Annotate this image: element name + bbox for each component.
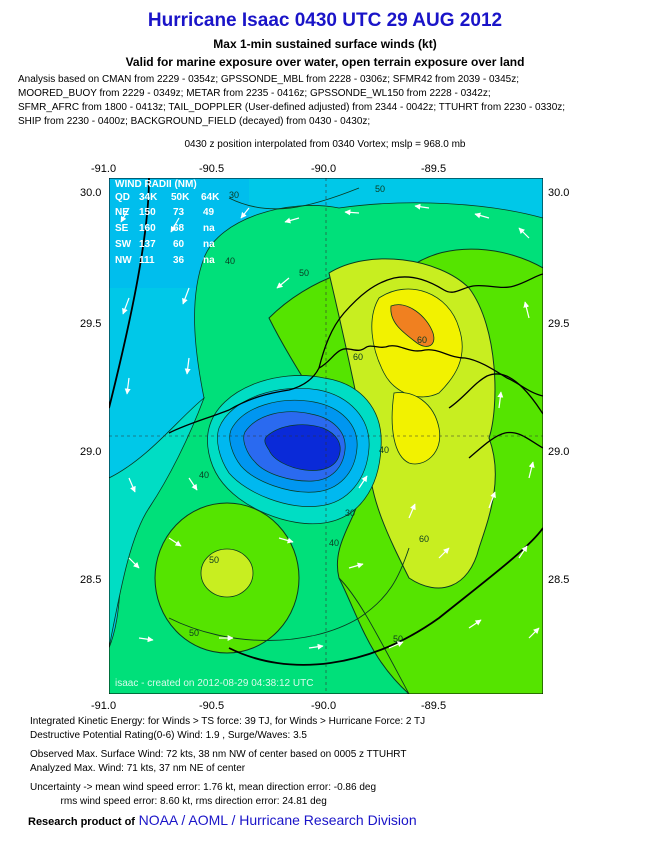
page-title: Hurricane Isaac 0430 UTC 29 AUG 2012 — [147, 10, 503, 31]
lat-tick-label: 29.0 — [80, 446, 102, 458]
coastline — [168, 345, 543, 434]
contour-label: 60 — [353, 352, 363, 362]
subtitle-max-winds: Max 1-min sustained surface winds (kt) — [213, 37, 437, 51]
wind-radii-cell: SW — [115, 239, 132, 250]
wind-band-60-sw — [200, 548, 254, 598]
lon-tick-label: -90.5 — [199, 700, 225, 712]
wind-radii-cell: 73 — [173, 207, 185, 218]
uncertainty-rms: rms wind speed error: 8.60 kt, rms direc… — [30, 796, 327, 807]
lat-tick-label: 28.5 — [80, 574, 102, 586]
wind-radii-cell: na — [203, 239, 215, 250]
analysis-line: Analysis based on CMAN from 2229 - 0354z… — [18, 74, 519, 85]
wind-radii-cell: 137 — [139, 239, 156, 250]
wind-radii-cell: 49 — [203, 207, 215, 218]
coastline — [318, 273, 543, 369]
coastline — [448, 373, 543, 415]
wind-radii-table: WIND RADII (NM) QD 34K 50K 64K NE 150 73… — [115, 179, 220, 266]
wind-radii-cell: na — [203, 223, 215, 234]
wind-band-65-south — [391, 392, 441, 465]
lat-tick-label: 29.5 — [548, 318, 570, 330]
wind-radii-cell: 36 — [173, 255, 185, 266]
wind-radii-cell: 160 — [139, 223, 156, 234]
analysis-line: SFMR_AFRC from 1800 - 0413z; TAIL_DOPPLE… — [18, 102, 566, 113]
contour-label: 50 — [209, 555, 219, 565]
lat-tick-label: 29.0 — [548, 446, 570, 458]
analyzed-max-wind: Analyzed Max. Wind: 71 kts, 37 nm NE of … — [30, 763, 246, 774]
wind-radii-cell: NW — [115, 255, 132, 266]
lon-tick-label: -90.0 — [311, 700, 337, 712]
footer-label: Research product of — [28, 816, 135, 828]
lat-tick-label: 30.0 — [548, 187, 570, 199]
footer: Research product of NOAA / AOML / Hurric… — [28, 812, 417, 828]
wind-radii-cell: na — [203, 255, 215, 266]
wind-radii-cell: 68 — [173, 223, 185, 234]
contour-label: 40 — [379, 445, 389, 455]
contour-line — [228, 187, 360, 210]
uncertainty-mean: Uncertainty -> mean wind speed error: 1.… — [30, 782, 377, 793]
wind-radii-cell: 111 — [139, 255, 155, 266]
contour-line — [168, 547, 410, 641]
lon-tick-label: -91.0 — [91, 163, 117, 175]
storm-track-line — [228, 527, 543, 666]
lat-tick-label: 29.5 — [80, 318, 102, 330]
contour-label: 40 — [199, 470, 209, 480]
observed-max-wind: Observed Max. Surface Wind: 72 kts, 38 n… — [30, 749, 407, 760]
hrd-link[interactable]: NOAA / AOML / Hurricane Research Divisio… — [138, 812, 417, 828]
ike-stat: Integrated Kinetic Energy: for Winds > T… — [30, 716, 426, 727]
lat-lon-grid — [109, 178, 543, 694]
wind-radii-col: QD — [115, 192, 130, 203]
wind-band-30 — [109, 396, 205, 649]
contour-label: 30 — [229, 190, 239, 200]
contour-label: 50 — [393, 634, 403, 644]
contour-label: 50 — [375, 184, 385, 194]
lon-tick-label: -90.5 — [199, 163, 225, 175]
contour-label: 40 — [329, 538, 339, 548]
contour-label: 40 — [225, 256, 235, 266]
contour-label: 60 — [419, 534, 429, 544]
storm-track-line — [109, 178, 150, 409]
lat-tick-label: 30.0 — [80, 187, 102, 199]
lon-tick-label: -89.5 — [421, 700, 447, 712]
contour-label: 60 — [417, 335, 427, 345]
wind-radii-col: 34K — [139, 192, 158, 203]
coastline — [468, 431, 543, 459]
wind-field-map: 30 30 40 40 40 40 50 50 50 50 60 60 60 5… — [109, 178, 543, 694]
lon-tick-label: -89.5 — [421, 163, 447, 175]
destructive-potential: Destructive Potential Rating(0-6) Wind: … — [30, 730, 307, 741]
contour-line — [338, 577, 410, 694]
subtitle-exposure: Valid for marine exposure over water, op… — [125, 55, 525, 69]
wind-radii-col: 64K — [201, 192, 220, 203]
wind-radii-cell: 60 — [173, 239, 185, 250]
wind-vectors — [120, 203, 540, 650]
wind-radii-header: WIND RADII (NM) — [115, 179, 197, 190]
analysis-line: SHIP from 2230 - 0400z; BACKGROUND_FIELD… — [18, 116, 371, 127]
creation-watermark: isaac - created on 2012-08-29 04:38:12 U… — [115, 678, 313, 689]
lon-tick-label: -91.0 — [91, 700, 117, 712]
wind-radii-cell: SE — [115, 223, 129, 234]
lon-tick-label: -90.0 — [311, 163, 337, 175]
wind-radii-cell: NE — [115, 207, 129, 218]
wind-radii-col: 50K — [171, 192, 190, 203]
lat-tick-label: 28.5 — [548, 574, 570, 586]
analysis-line: MOORED_BUOY from 2229 - 0349z; METAR fro… — [18, 88, 491, 99]
wind-band-70 — [390, 304, 435, 347]
contour-label: 30 — [345, 508, 355, 518]
contour-label: 50 — [299, 268, 309, 278]
wind-radii-cell: 150 — [139, 207, 156, 218]
contour-label: 50 — [189, 628, 199, 638]
position-note: 0430 z position interpolated from 0340 V… — [184, 139, 466, 150]
